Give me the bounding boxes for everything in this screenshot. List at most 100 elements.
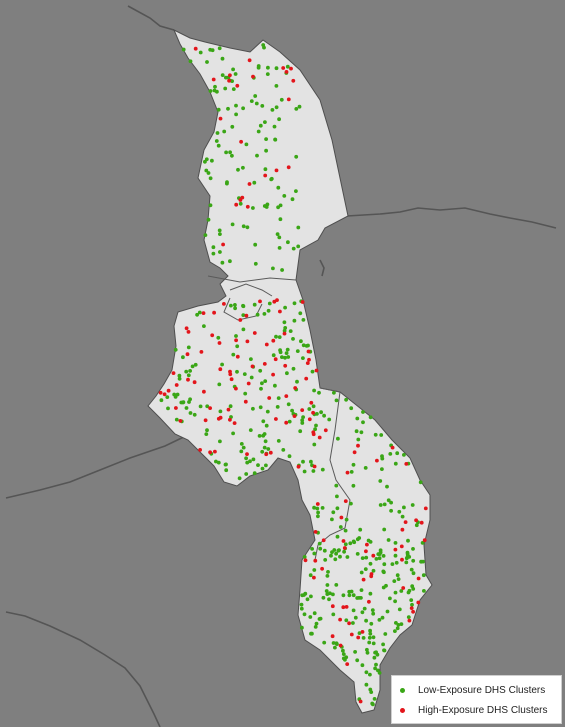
low-exposure-cluster bbox=[393, 590, 398, 595]
low-exposure-cluster bbox=[278, 217, 283, 222]
low-exposure-cluster bbox=[349, 470, 354, 474]
high-exposure-cluster bbox=[208, 406, 213, 410]
low-exposure-cluster bbox=[237, 476, 242, 481]
low-exposure-cluster bbox=[313, 427, 317, 432]
low-exposure-cluster bbox=[234, 334, 238, 338]
low-exposure-cluster bbox=[336, 436, 340, 441]
high-exposure-cluster bbox=[213, 449, 217, 454]
low-exposure-cluster bbox=[349, 501, 353, 506]
low-exposure-cluster bbox=[325, 583, 330, 587]
low-exposure-cluster bbox=[312, 551, 317, 556]
low-exposure-cluster bbox=[422, 589, 426, 593]
low-exposure-cluster bbox=[371, 568, 376, 573]
low-exposure-cluster bbox=[344, 618, 349, 623]
high-exposure-cluster bbox=[289, 66, 293, 71]
low-exposure-cluster bbox=[177, 373, 182, 378]
low-exposure-cluster bbox=[368, 591, 373, 596]
low-exposure-cluster bbox=[368, 672, 372, 677]
low-exposure-cluster bbox=[271, 353, 276, 358]
low-exposure-cluster bbox=[351, 462, 356, 467]
low-exposure-cluster bbox=[264, 423, 269, 428]
low-exposure-cluster bbox=[359, 588, 364, 592]
high-exposure-cluster bbox=[199, 350, 204, 354]
high-exposure-cluster bbox=[339, 515, 344, 520]
low-exposure-cluster bbox=[273, 137, 278, 142]
low-exposure-cluster bbox=[276, 439, 281, 443]
low-exposure-cluster bbox=[211, 251, 216, 256]
high-exposure-cluster bbox=[245, 452, 249, 456]
low-exposure-cluster bbox=[377, 618, 382, 622]
low-exposure-cluster bbox=[248, 459, 252, 464]
low-exposure-cluster bbox=[361, 420, 365, 425]
low-exposure-cluster bbox=[378, 550, 383, 555]
low-exposure-cluster bbox=[406, 615, 411, 619]
low-exposure-cluster bbox=[225, 180, 229, 185]
high-exposure-cluster bbox=[303, 558, 308, 563]
low-exposure-cluster bbox=[283, 326, 288, 330]
low-exposure-cluster bbox=[382, 648, 387, 653]
high-exposure-cluster bbox=[235, 354, 240, 359]
high-exposure-cluster bbox=[422, 538, 427, 543]
low-exposure-cluster bbox=[359, 430, 364, 435]
low-exposure-cluster bbox=[242, 372, 247, 376]
low-exposure-cluster bbox=[206, 171, 211, 175]
high-exposure-cluster bbox=[267, 396, 272, 400]
low-exposure-cluster bbox=[311, 469, 316, 473]
low-exposure-cluster bbox=[376, 668, 380, 673]
low-exposure-cluster bbox=[384, 583, 388, 588]
low-exposure-cluster bbox=[282, 328, 287, 333]
high-exposure-cluster bbox=[211, 77, 216, 82]
low-exposure-cluster bbox=[414, 523, 419, 528]
high-exposure-cluster bbox=[244, 313, 249, 318]
high-exposure-cluster bbox=[210, 333, 215, 338]
low-exposure-cluster bbox=[325, 592, 330, 596]
low-exposure-cluster bbox=[362, 606, 367, 611]
region-border-lake bbox=[229, 283, 273, 297]
low-exposure-cluster bbox=[341, 656, 346, 661]
low-exposure-cluster bbox=[291, 246, 296, 251]
low-exposure-cluster bbox=[315, 506, 320, 511]
low-exposure-cluster bbox=[331, 510, 336, 515]
low-exposure-cluster bbox=[359, 570, 364, 575]
low-exposure-cluster bbox=[364, 555, 369, 560]
low-exposure-cluster bbox=[300, 421, 305, 425]
high-exposure-cluster bbox=[184, 326, 189, 331]
high-exposure-cluster bbox=[271, 372, 275, 377]
high-exposure-cluster bbox=[342, 546, 347, 550]
low-exposure-cluster bbox=[312, 611, 317, 616]
high-exposure-cluster bbox=[312, 464, 317, 469]
high-exposure-cluster bbox=[240, 195, 245, 200]
low-exposure-cluster bbox=[281, 448, 286, 452]
low-exposure-cluster bbox=[295, 379, 299, 384]
high-exposure-cluster bbox=[273, 357, 278, 362]
high-exposure-cluster bbox=[278, 309, 282, 314]
high-exposure-cluster bbox=[284, 70, 289, 74]
low-exposure-cluster bbox=[276, 396, 281, 400]
border-west bbox=[5, 432, 193, 499]
low-exposure-cluster bbox=[265, 409, 270, 414]
low-exposure-cluster bbox=[296, 244, 301, 249]
low-exposure-cluster bbox=[400, 514, 405, 519]
low-exposure-cluster bbox=[349, 589, 354, 594]
low-exposure-cluster bbox=[386, 498, 391, 503]
high-exposure-cluster bbox=[320, 566, 324, 571]
low-exposure-cluster bbox=[311, 404, 316, 409]
high-exposure-cluster bbox=[315, 502, 320, 506]
low-exposure-cluster bbox=[298, 429, 303, 434]
high-exposure-cluster bbox=[174, 406, 178, 410]
low-exposure-cluster bbox=[335, 506, 340, 511]
high-exposure-cluster bbox=[245, 339, 250, 344]
low-exposure-cluster bbox=[220, 260, 225, 265]
low-exposure-cluster bbox=[294, 154, 299, 159]
low-exposure-cluster bbox=[388, 596, 392, 601]
low-exposure-cluster bbox=[278, 350, 283, 355]
low-exposure-cluster bbox=[393, 541, 398, 545]
low-exposure-cluster bbox=[231, 67, 236, 72]
low-exposure-cluster bbox=[279, 97, 284, 102]
low-exposure-cluster bbox=[306, 343, 310, 348]
low-exposure-cluster bbox=[331, 612, 336, 617]
high-exposure-cluster bbox=[193, 46, 198, 51]
low-exposure-cluster bbox=[224, 150, 229, 155]
low-exposure-cluster bbox=[327, 417, 332, 422]
high-exposure-cluster bbox=[186, 330, 191, 334]
